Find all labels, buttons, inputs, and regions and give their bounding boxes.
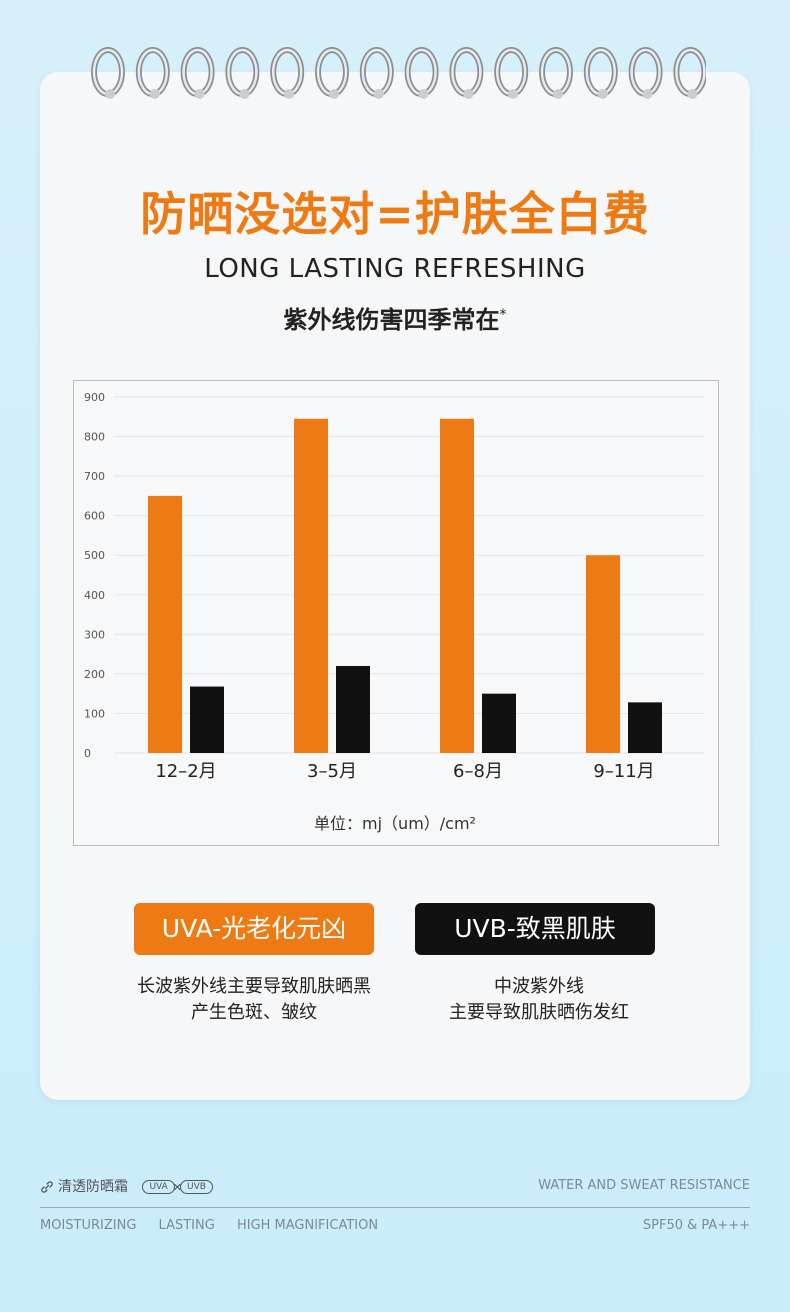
x-tick-label: 12–2月 — [155, 761, 216, 782]
y-tick-label: 100 — [84, 707, 105, 720]
bar-uvb — [482, 693, 516, 753]
bar-uvb — [628, 702, 662, 753]
uva-desc-line1: 长波紫外线主要导致肌肤晒黑 — [137, 976, 371, 997]
x-tick-label: 3–5月 — [307, 761, 357, 782]
binding-ring — [225, 47, 260, 99]
feature-item: HIGH MAGNIFICATION — [236, 1218, 379, 1233]
spiral-binding — [91, 47, 706, 99]
tagline-text: 紫外线伤害四季常在 — [283, 306, 500, 334]
resistance-label: WATER AND SWEAT RESISTANCE — [538, 1178, 750, 1193]
page-title: 防晒没选对=护肤全白费 — [140, 187, 650, 241]
binding-ring — [404, 47, 439, 99]
uva-badge: UVA-光老化元凶 — [134, 903, 374, 955]
bar-uvb — [190, 686, 224, 753]
pill-uvb: UVB — [180, 1180, 213, 1194]
y-tick-label: 700 — [84, 470, 105, 483]
pill-uva: UVA — [142, 1180, 175, 1194]
product-name: 清透防晒霜 — [58, 1179, 128, 1195]
footer-bottom: MOISTURIZING LASTING HIGH MAGNIFICATION … — [40, 1218, 750, 1233]
uva-description: 长波紫外线主要导致肌肤晒黑 产生色斑、皱纹 — [100, 974, 408, 1026]
y-tick-label: 500 — [84, 549, 105, 562]
binding-ring — [628, 47, 663, 99]
binding-ring — [315, 47, 349, 99]
feature-item: LASTING — [158, 1218, 215, 1233]
uvb-badge: UVB-致黑肌肤 — [415, 903, 655, 955]
footer-divider — [40, 1207, 750, 1208]
binding-ring — [135, 47, 170, 99]
uvb-desc-line1: 中波紫外线 — [494, 976, 584, 997]
bar-uva — [440, 418, 474, 753]
bar-uva — [294, 418, 328, 753]
y-tick-label: 600 — [84, 510, 105, 523]
tagline-asterisk: * — [499, 307, 507, 323]
uva-desc-line2: 产生色斑、皱纹 — [191, 1002, 317, 1023]
link-icon — [41, 1181, 53, 1193]
binding-ring — [673, 47, 706, 99]
uv-chart-frame: 0 100 200 300 400 500 600 700 800 900 12–2月 3–5月 6–8… — [73, 380, 719, 846]
y-tick-label: 300 — [84, 628, 105, 641]
uv-bar-chart: 0 100 200 300 400 500 600 700 800 900 12–2月 3–5月 6–8… — [84, 391, 704, 782]
spf-label: SPF50 & PA+++ — [642, 1218, 750, 1233]
binding-ring — [359, 47, 394, 99]
y-tick-label: 400 — [84, 589, 105, 602]
binding-ring — [91, 47, 125, 99]
x-tick-label: 9–11月 — [593, 761, 654, 782]
footer-top: 清透防晒霜 UVA ✕ UVB WATER AND SWEAT RESISTANCE — [40, 1176, 750, 1196]
tagline: 紫外线伤害四季常在* — [0, 300, 790, 335]
y-tick-label: 800 — [84, 431, 105, 444]
uvb-description: 中波紫外线 主要导致肌肤晒伤发红 — [385, 974, 693, 1026]
feature-list: MOISTURIZING LASTING HIGH MAGNIFICATION — [40, 1218, 750, 1233]
binding-ring — [539, 47, 573, 99]
y-tick-label: 0 — [84, 747, 91, 760]
page-subtitle: LONG LASTING REFRESHING — [204, 254, 586, 284]
bar-uva — [586, 555, 620, 753]
bar-uva — [148, 495, 182, 753]
bar-uvb — [336, 665, 370, 753]
uvb-desc-line2: 主要导致肌肤晒伤发红 — [449, 1002, 629, 1023]
binding-ring — [494, 47, 529, 99]
binding-ring — [449, 47, 484, 99]
product-brand: 清透防晒霜 UVA ✕ UVB — [40, 1176, 213, 1196]
cross-icon: ✕ — [172, 1180, 182, 1194]
binding-ring — [583, 47, 618, 99]
binding-ring — [270, 47, 305, 99]
y-tick-label: 200 — [84, 668, 105, 681]
x-tick-label: 6–8月 — [453, 761, 503, 782]
binding-ring — [180, 47, 215, 99]
feature-item: MOISTURIZING — [40, 1218, 137, 1233]
chart-unit-label: 单位：mj（um）/cm² — [314, 814, 476, 833]
y-tick-label: 900 — [84, 391, 105, 404]
